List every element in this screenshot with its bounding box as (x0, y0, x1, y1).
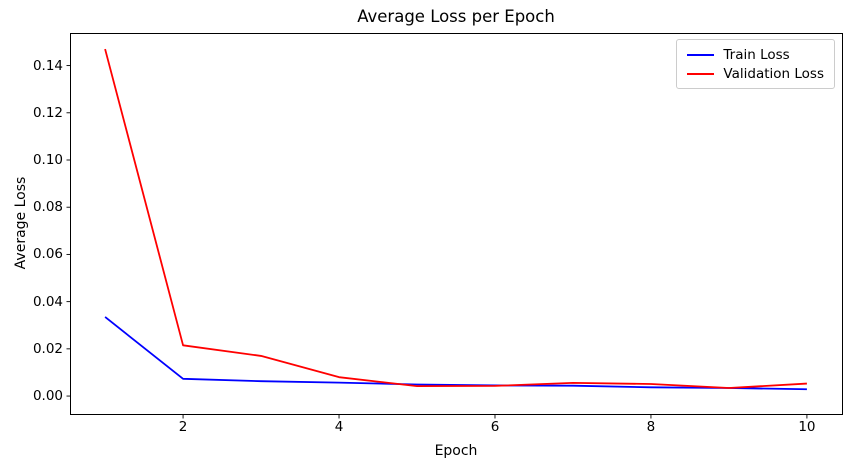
x-axis-label: Epoch (434, 443, 478, 459)
train-loss-line (104, 316, 807, 391)
x-tick-label: 8 (646, 419, 656, 435)
x-tick-label: 4 (334, 419, 344, 435)
chart-title: Average Loss per Epoch (357, 7, 555, 26)
legend-sample-line (687, 53, 715, 56)
y-tick-label: 0.14 (32, 57, 63, 74)
legend-item-label: Train Loss (723, 46, 790, 63)
x-tick-label: 6 (490, 419, 500, 435)
plot-spines (70, 33, 843, 415)
y-tick-label: 0.08 (32, 199, 63, 216)
y-tick-label: 0.04 (32, 293, 63, 310)
y-tick-label: 0.10 (32, 152, 63, 168)
legend-item-label: Validation Loss (723, 65, 824, 82)
y-tick-label: 0.06 (32, 246, 63, 263)
validation-loss-line (104, 48, 807, 389)
legend-item: Validation Loss (687, 64, 824, 83)
x-tick-label: 2 (178, 419, 188, 435)
y-tick-label: 0.12 (32, 104, 63, 121)
y-tick-label: 0.00 (32, 388, 63, 405)
y-tick-label: 0.02 (32, 340, 63, 357)
legend-item: Train Loss (687, 45, 824, 64)
legend-sample-line (687, 72, 715, 75)
legend: Train Loss Validation Loss (676, 39, 835, 89)
x-tick-label: 10 (798, 419, 816, 435)
